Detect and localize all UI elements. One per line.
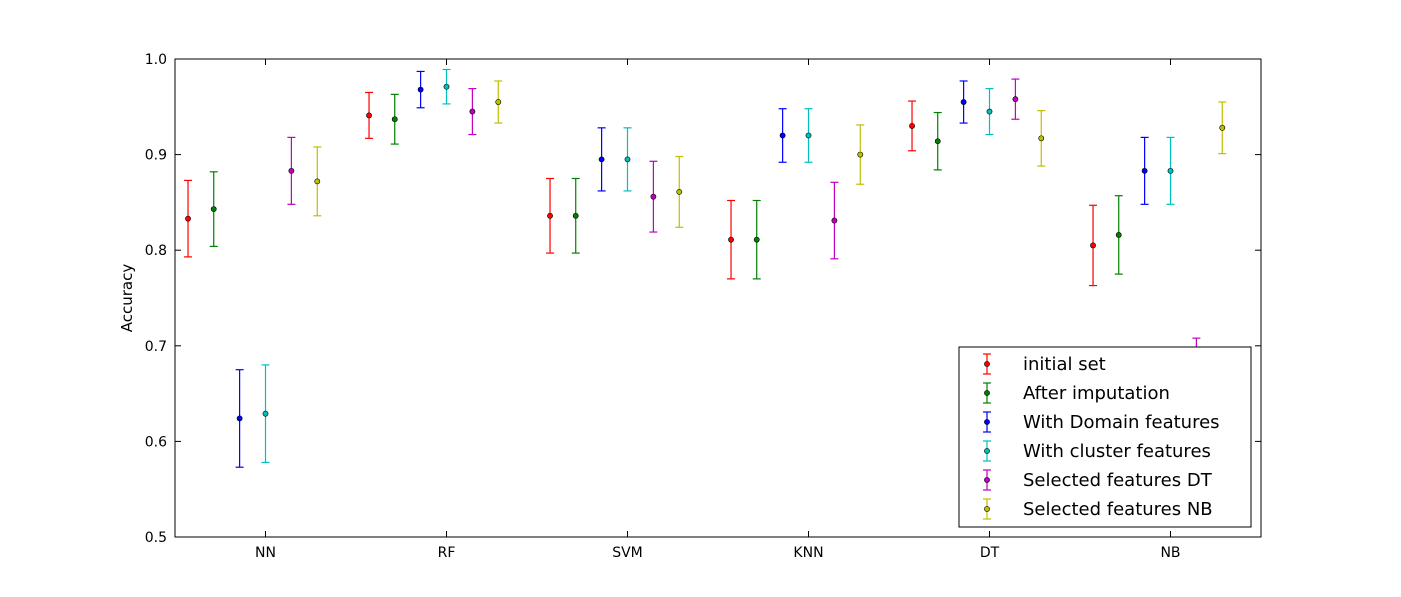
x-tick-label: KNN: [793, 545, 823, 561]
y-tick-label: 0.7: [145, 339, 167, 355]
data-point: [1141, 167, 1148, 174]
data-point: [443, 83, 450, 90]
plot-frame: [174, 58, 1262, 538]
data-point: [805, 132, 812, 139]
legend: initial set After imputation With Domain f…: [958, 346, 1252, 528]
data-point: [1038, 135, 1045, 142]
y-tick-label: 1.0: [145, 52, 167, 68]
data-point: [650, 193, 657, 200]
data-point: [314, 178, 321, 185]
data-point: [469, 108, 476, 115]
legend-entry: After imputation: [983, 382, 1170, 404]
y-tick-label: 0.9: [145, 148, 167, 164]
data-point: [1167, 167, 1174, 174]
data-point: [960, 99, 967, 105]
data-point: [624, 156, 631, 163]
data-point: [236, 415, 243, 422]
legend-marker: [984, 477, 990, 483]
legend-marker: [984, 506, 990, 512]
data-point: [210, 206, 217, 212]
y-tick-label: 0.8: [145, 243, 167, 259]
data-point: [288, 167, 295, 174]
series-5: [313, 80, 1227, 228]
legend-entry: Selected features DT: [983, 469, 1213, 491]
data-point: [391, 116, 398, 123]
data-point: [1115, 232, 1122, 238]
legend-label: With Domain features: [1023, 412, 1220, 433]
legend-label: Selected features DT: [1023, 470, 1213, 491]
x-tick-label: RF: [438, 545, 456, 561]
data-point: [417, 86, 424, 93]
legend-marker: [984, 419, 990, 425]
data-point: [572, 212, 579, 219]
legend-box: [958, 346, 1252, 528]
axes: 0.5 0.6 0.7 0.8 0.9 1.0 NN RF SVM KNN DT NB: [145, 52, 1261, 561]
legend-marker: [984, 390, 990, 396]
data-point: [262, 410, 269, 417]
x-tick-label: NB: [1160, 545, 1180, 561]
legend-marker: [984, 448, 990, 454]
data-point: [598, 156, 605, 163]
series-0: [184, 91, 1098, 287]
data-point: [366, 112, 372, 119]
data-point: [753, 236, 760, 243]
data-point: [676, 188, 683, 195]
legend-marker: [984, 361, 990, 367]
y-axis-label: Accuracy: [118, 264, 136, 333]
data-point: [986, 108, 993, 115]
legend-label: With cluster features: [1023, 441, 1211, 462]
x-tick-label: NN: [255, 545, 276, 561]
data-point: [779, 132, 786, 139]
x-tick-label: DT: [980, 545, 1000, 561]
data-point: [934, 138, 941, 145]
data-point: [1012, 96, 1019, 103]
series-1: [209, 93, 1123, 280]
x-tick-label: SVM: [612, 545, 643, 561]
legend-entry: With cluster features: [983, 440, 1211, 462]
legend-label: Selected features NB: [1023, 499, 1213, 520]
legend-entry: initial set: [983, 353, 1106, 375]
data-point: [831, 217, 838, 224]
legend-label: initial set: [1023, 354, 1106, 375]
y-tick-label: 0.6: [145, 434, 167, 450]
y-tick-label: 0.5: [145, 530, 167, 546]
series-3: [261, 68, 1175, 464]
data-point: [495, 99, 502, 105]
data-point: [857, 151, 864, 158]
legend-label: After imputation: [1023, 383, 1170, 404]
data-point: [547, 212, 553, 219]
data-point: [185, 215, 191, 222]
data-point: [1090, 242, 1096, 249]
series-2: [235, 70, 1149, 468]
data-point: [728, 236, 734, 243]
legend-entry: With Domain features: [983, 411, 1220, 433]
data-point: [909, 123, 915, 129]
legend-entry: Selected features NB: [983, 498, 1213, 520]
data-point: [1219, 124, 1226, 131]
